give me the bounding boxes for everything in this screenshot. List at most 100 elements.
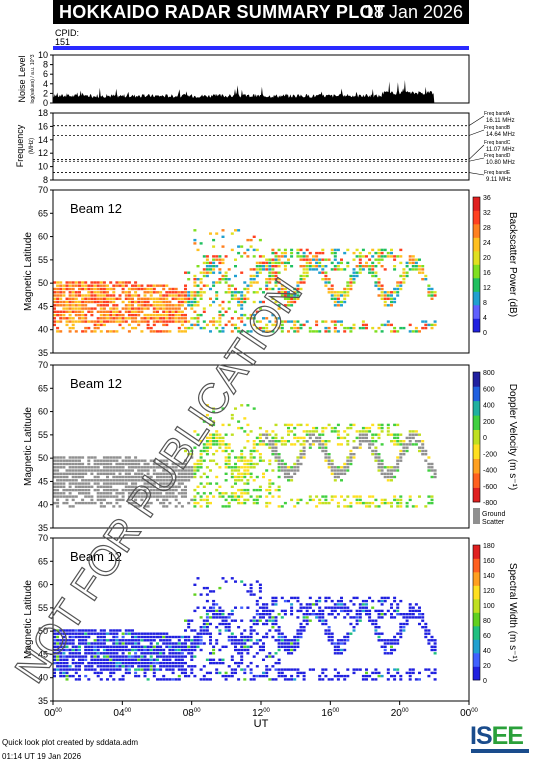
radar-panel-2: 35 40 45 50 55 60 65 70 Beam 12 Magnetic Latitude…: [23, 360, 518, 533]
colorbar-swatch: [473, 386, 480, 402]
colorbar-tick-label: 140: [483, 573, 495, 580]
colorbar-tick-label: -400: [483, 468, 497, 475]
lat-tick-label: 45: [38, 301, 48, 311]
lat-tick-label: 40: [38, 673, 48, 683]
colorbar-label: Spectral Width (m s⁻¹): [507, 563, 518, 662]
freq-band-value: 11.07 MHz: [486, 147, 515, 153]
freq-band-pointer: [468, 115, 485, 126]
colorbar-frame: [472, 196, 481, 333]
x-tick-label: 0400: [113, 708, 131, 719]
lat-tick-label: 65: [38, 383, 48, 393]
colorbar-tick-label: 32: [483, 210, 491, 217]
colorbar-swatch: [473, 251, 480, 265]
colorbar-swatch: [473, 458, 480, 474]
freq-band-value: 9.11 MHz: [486, 177, 511, 183]
lat-tick-label: 60: [38, 407, 48, 417]
noise-tick-label: 10: [38, 50, 48, 60]
noise-ylabel-sub: log(values) / a.u. 10^3: [30, 54, 36, 103]
cpid-value: 151: [55, 37, 71, 47]
colorbar-swatch: [473, 400, 480, 416]
colorbar-swatch: [473, 473, 480, 488]
freq-tick-label: 18: [38, 108, 48, 118]
noise-tick-label: 4: [43, 79, 48, 89]
lat-tick-label: 65: [38, 556, 48, 566]
colorbar-tick-label: 400: [483, 403, 495, 410]
colorbar-tick-label: -600: [483, 484, 497, 491]
colorbar-tick-label: 100: [483, 603, 495, 610]
freq-band-pointer: [468, 157, 485, 162]
panel-ylabel: Magnetic Latitude: [23, 407, 34, 486]
colorbar-tick-label: 0: [483, 330, 487, 337]
freq-band-label: Freq bandB: [484, 125, 511, 131]
panel-ylabel: Magnetic Latitude: [23, 580, 34, 659]
x-tick-label: 2000: [391, 708, 409, 719]
freq-tick-label: 14: [38, 135, 48, 145]
beam-label: Beam 12: [70, 549, 122, 564]
plot-date: 18 Jan 2026: [363, 2, 463, 22]
colorbar-swatch: [473, 599, 480, 613]
colorbar-swatch: [473, 572, 480, 586]
colorbar-frame: [472, 544, 481, 681]
lat-tick-label: 40: [38, 500, 48, 510]
colorbar-swatch: [473, 264, 480, 279]
colorbar-tick-label: 28: [483, 225, 491, 232]
plot-title: HOKKAIDO RADAR SUMMARY PLOT: [59, 2, 386, 22]
panel-data-cells: [53, 577, 437, 681]
colorbar-tick-label: 12: [483, 285, 491, 292]
colorbar-swatch: [473, 224, 480, 238]
panel-ylabel: Magnetic Latitude: [23, 232, 34, 311]
colorbar-swatch: [473, 237, 480, 252]
colorbar-swatch: [473, 626, 480, 640]
colorbar-label: Backscatter Power (dB): [507, 212, 518, 317]
colorbar-label: Doppler Velocity (m s⁻¹): [507, 384, 518, 490]
beam-label: Beam 12: [70, 376, 122, 391]
freq-band-label: Freq bandC: [484, 140, 511, 146]
freq-band-label: Freq bandA: [484, 111, 511, 117]
colorbar-swatch: [473, 415, 480, 430]
noise-tick-label: 8: [43, 60, 48, 70]
noise-tick-label: 2: [43, 88, 48, 98]
footer-created: Quick look plot created by sddata.adm: [2, 738, 139, 747]
beam-label: Beam 12: [70, 201, 122, 216]
freq-ylabel: Frequency: [15, 124, 25, 167]
colorbar-swatch: [473, 429, 480, 445]
colorbar-tick-label: 0: [483, 678, 487, 685]
freq-band-pointer: [468, 144, 485, 160]
lat-tick-label: 50: [38, 278, 48, 288]
colorbar-tick-label: 180: [483, 543, 495, 550]
x-tick-label: 0000: [460, 708, 478, 719]
freq-tick-label: 10: [38, 162, 48, 172]
colorbar-tick-label: 600: [483, 386, 495, 393]
colorbar-tick-label: 200: [483, 419, 495, 426]
cpid-label: CPID:: [55, 28, 80, 38]
colorbar-swatch: [473, 197, 480, 211]
colorbar-tick-label: 160: [483, 558, 495, 565]
ground-scatter-swatch: [473, 508, 480, 524]
freq-band-pointer: [468, 129, 485, 136]
lat-tick-label: 70: [38, 533, 48, 543]
freq-band-value: 10.80 MHz: [486, 160, 515, 166]
footer-timestamp: 01:14 UT 19 Jan 2026: [2, 752, 82, 761]
colorbar-tick-label: 120: [483, 588, 495, 595]
colorbar-swatch: [473, 585, 480, 600]
freq-ylabel-sub: (MHz): [29, 138, 35, 154]
colorbar-tick-label: 24: [483, 240, 491, 247]
x-axis-label: UT: [254, 718, 269, 730]
ground-scatter-label2: Scatter: [482, 519, 505, 526]
lat-tick-label: 55: [38, 603, 48, 613]
colorbar-tick-label: 0: [483, 435, 487, 442]
lat-tick-label: 50: [38, 453, 48, 463]
noise-ylabel: Noise Level: [17, 55, 27, 102]
lat-tick-label: 35: [38, 348, 48, 358]
colorbar-tick-label: 20: [483, 255, 491, 262]
cpid-bar: [53, 46, 469, 50]
colorbar-swatch: [473, 372, 480, 387]
colorbar-tick-label: 20: [483, 663, 491, 670]
freq-band-value: 16.11 MHz: [486, 118, 515, 124]
noise-tick-label: 0: [43, 98, 48, 108]
panel-border: [52, 189, 470, 354]
colorbar-swatch: [473, 545, 480, 559]
panel-border: [52, 364, 470, 529]
lat-tick-label: 60: [38, 580, 48, 590]
